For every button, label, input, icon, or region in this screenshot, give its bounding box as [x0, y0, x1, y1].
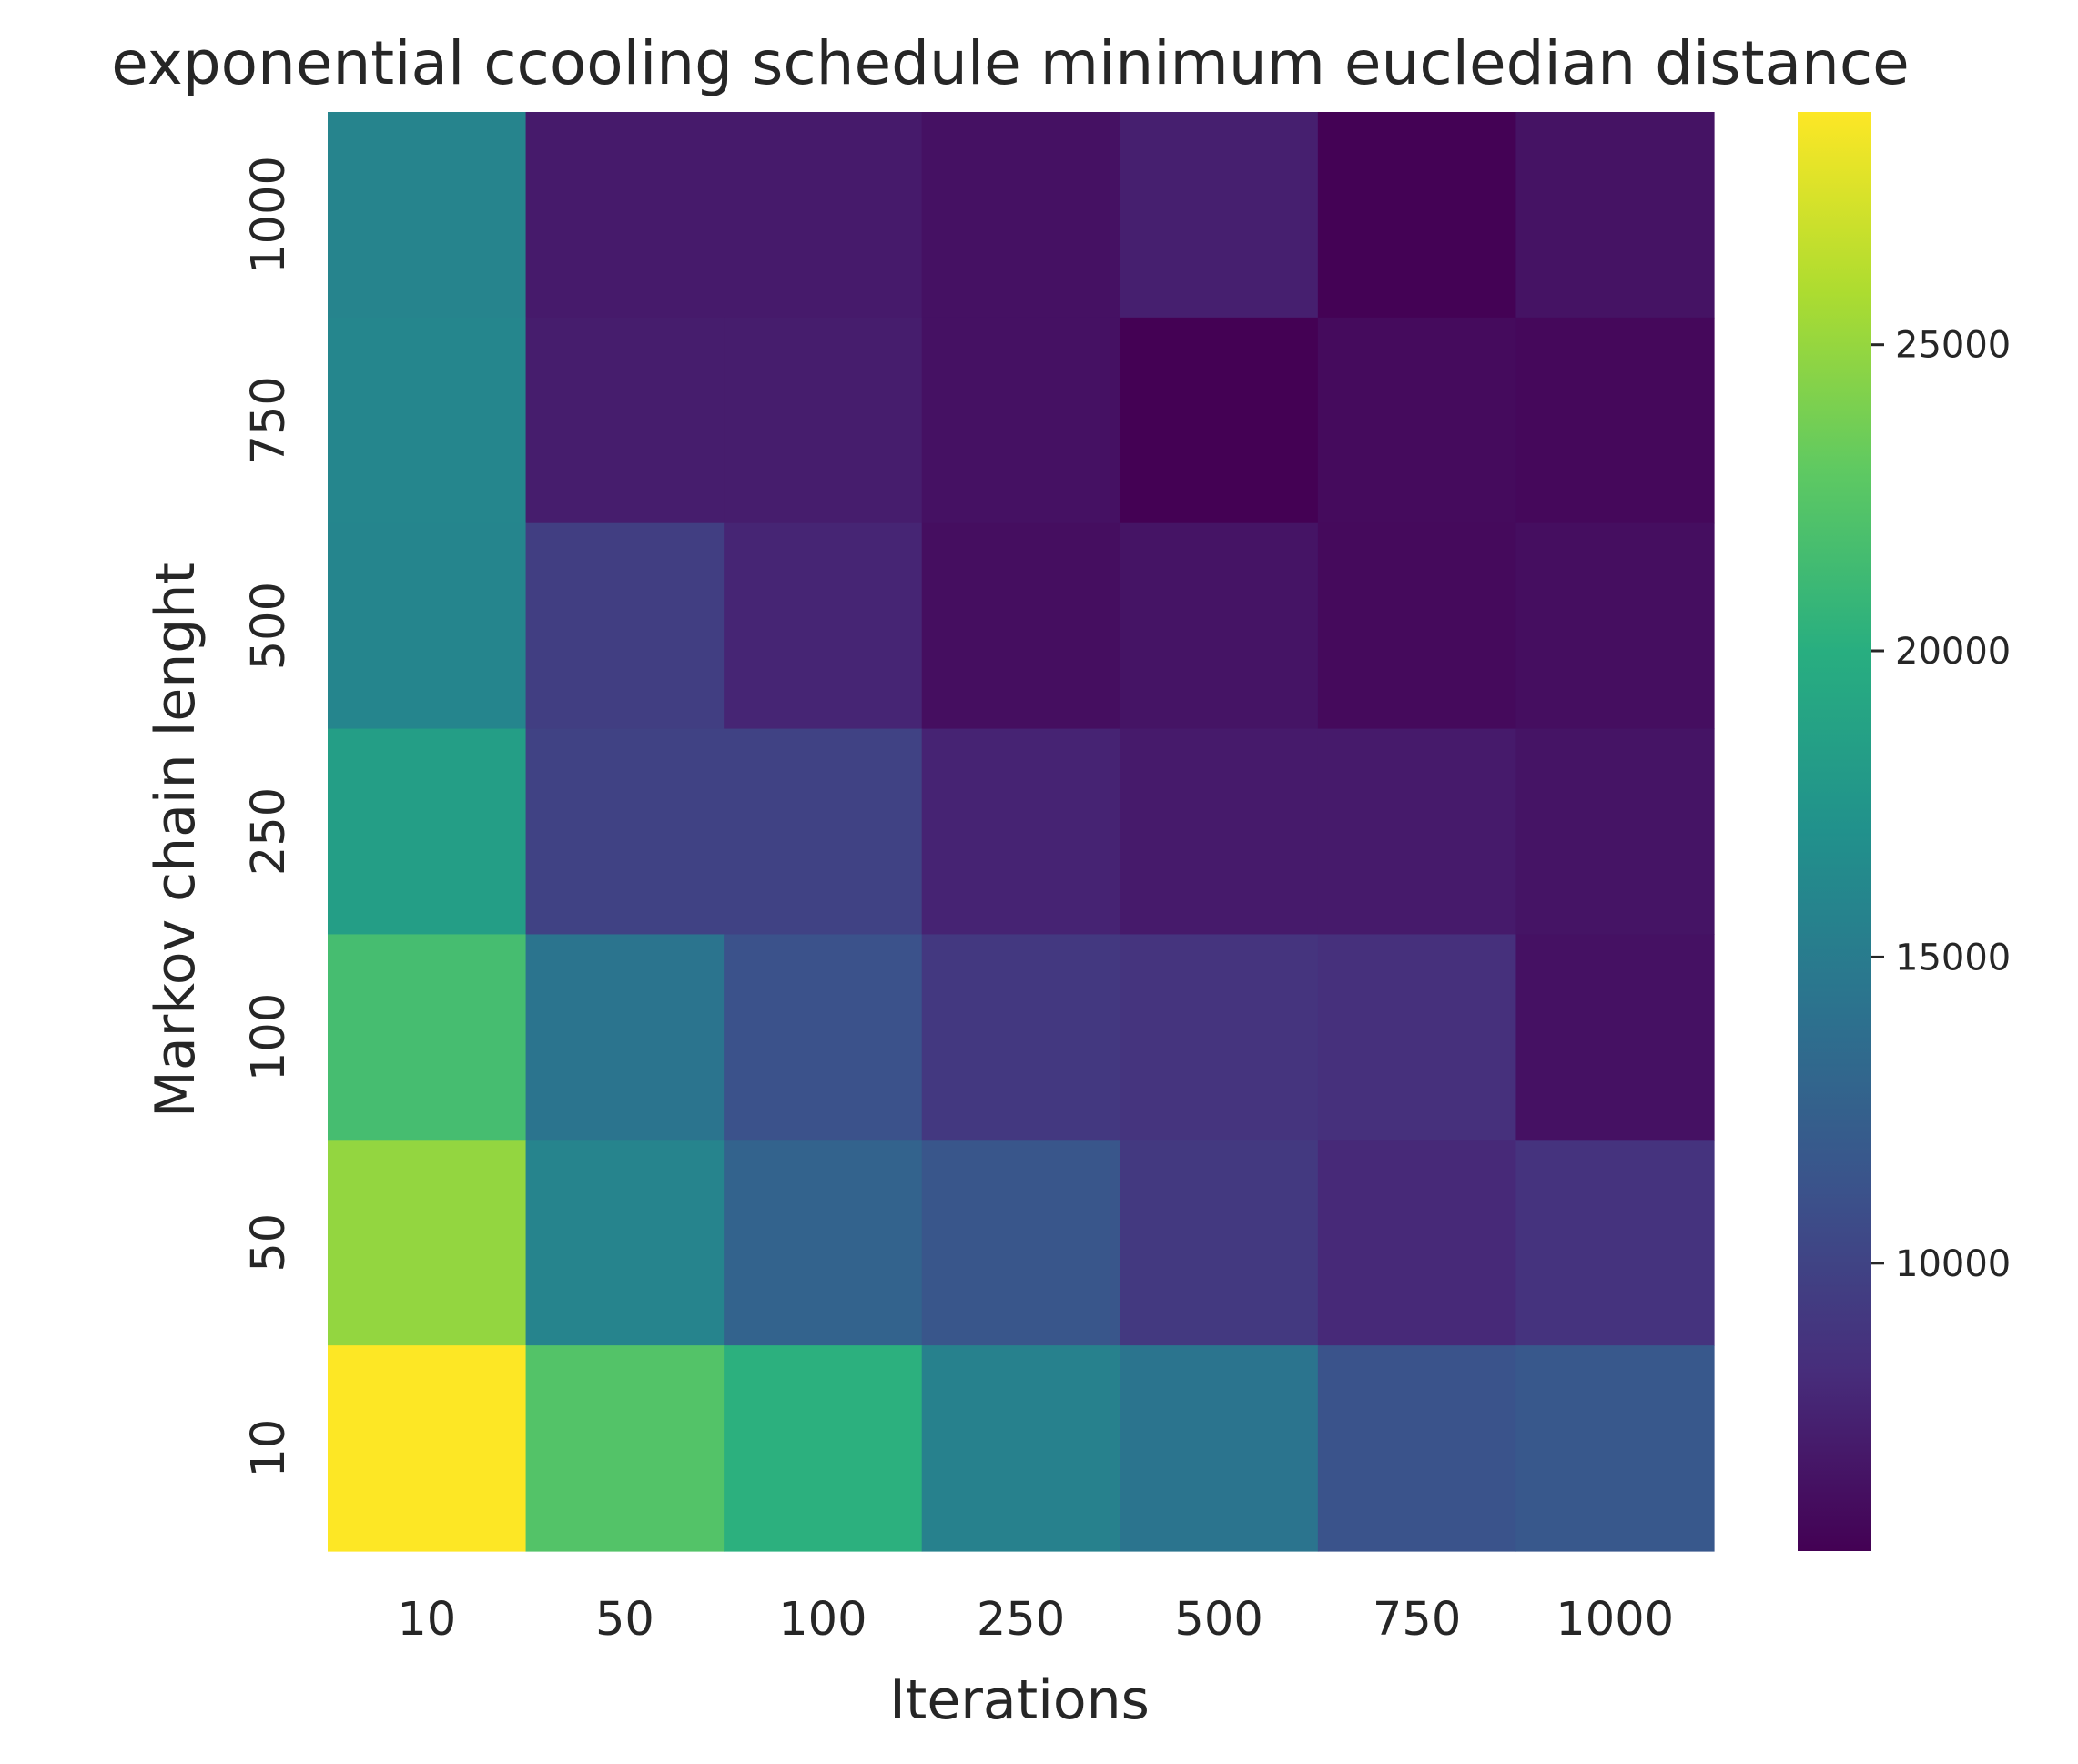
- heatmap-cell: [724, 1345, 923, 1552]
- heatmap-cell: [1515, 112, 1715, 319]
- colorbar-tick-label: 20000: [1895, 631, 2011, 673]
- heatmap-cell: [525, 1345, 725, 1552]
- heatmap-cell: [1317, 522, 1517, 730]
- heatmap-cell: [724, 317, 923, 524]
- heatmap-cell: [1317, 1140, 1517, 1346]
- heatmap-cell: [921, 934, 1120, 1141]
- heatmap-cell: [1317, 317, 1517, 524]
- heatmap-cell: [1317, 1345, 1517, 1552]
- heatmap-cell: [724, 728, 923, 936]
- heatmap-cell: [525, 522, 725, 730]
- heatmap-cell: [328, 317, 527, 524]
- heatmap-cell: [1120, 728, 1319, 936]
- y-tick-label: 1000: [242, 156, 296, 274]
- heatmap-cell: [921, 728, 1120, 936]
- heatmap-cell: [328, 522, 527, 730]
- heatmap-cells: [328, 112, 1715, 1552]
- heatmap-cell: [921, 317, 1120, 524]
- x-tick-label: 250: [977, 1593, 1065, 1647]
- colorbar: [1798, 112, 1871, 1551]
- heatmap-cell: [525, 317, 725, 524]
- heatmap-cell: [1515, 522, 1715, 730]
- heatmap-cell: [1317, 934, 1517, 1141]
- heatmap-cell: [921, 522, 1120, 730]
- heatmap-cell: [1120, 934, 1319, 1141]
- heatmap-cell: [1515, 1140, 1715, 1346]
- x-axis-ticks: 10 50 100 250 500 750 1000: [397, 1593, 1674, 1647]
- y-tick-label: 10: [242, 1419, 296, 1478]
- heatmap-cell: [1120, 1140, 1319, 1346]
- heatmap-cell: [921, 1345, 1120, 1552]
- heatmap-cell: [1317, 112, 1517, 319]
- heatmap-cell: [1120, 112, 1319, 319]
- y-tick-label: 750: [242, 376, 296, 464]
- x-tick-label: 100: [778, 1593, 867, 1647]
- heatmap-cell: [328, 1140, 527, 1346]
- heatmap-cell: [525, 112, 725, 319]
- y-tick-label: 50: [242, 1213, 296, 1272]
- heatmap-cell: [921, 112, 1120, 319]
- y-tick-label: 500: [242, 582, 296, 670]
- heatmap-cell: [328, 112, 527, 319]
- heatmap-cell: [724, 1140, 923, 1346]
- x-axis-label: Iterations: [889, 1668, 1150, 1732]
- heatmap-cell: [1317, 728, 1517, 936]
- colorbar-ticks: 10000 15000 20000 25000: [1871, 325, 2011, 1285]
- heatmap-cell: [328, 728, 527, 936]
- x-tick-label: 750: [1373, 1593, 1461, 1647]
- chart-title: exponential ccooling schedule minimum eu…: [111, 28, 1910, 98]
- heatmap-cell: [724, 934, 923, 1141]
- heatmap-cell: [1515, 934, 1715, 1141]
- colorbar-tick-label: 15000: [1895, 937, 2011, 978]
- x-tick-label: 10: [397, 1593, 456, 1647]
- heatmap-cell: [724, 112, 923, 319]
- x-tick-label: 1000: [1556, 1593, 1674, 1647]
- heatmap-cell: [525, 1140, 725, 1346]
- colorbar-tick-label: 10000: [1895, 1243, 2011, 1285]
- heatmap-cell: [328, 1345, 527, 1552]
- y-axis-label: Markov chain lenght: [144, 563, 208, 1118]
- y-tick-label: 250: [242, 787, 296, 876]
- heatmap-cell: [1120, 1345, 1319, 1552]
- heatmap-cell: [921, 1140, 1120, 1346]
- x-tick-label: 50: [595, 1593, 654, 1647]
- heatmap-cell: [525, 728, 725, 936]
- heatmap-cell: [1515, 317, 1715, 524]
- heatmap-cell: [1515, 728, 1715, 936]
- heatmap-cell: [1120, 522, 1319, 730]
- heatmap-cell: [525, 934, 725, 1141]
- heatmap-cell: [1515, 1345, 1715, 1552]
- x-tick-label: 500: [1174, 1593, 1262, 1647]
- colorbar-tick-label: 25000: [1895, 325, 2011, 367]
- heatmap-cell: [1120, 317, 1319, 524]
- heatmap-cell: [328, 934, 527, 1141]
- y-tick-label: 100: [242, 993, 296, 1081]
- y-axis-ticks: 1000 750 500 250 100 50 10: [242, 156, 296, 1478]
- heatmap-cell: [724, 522, 923, 730]
